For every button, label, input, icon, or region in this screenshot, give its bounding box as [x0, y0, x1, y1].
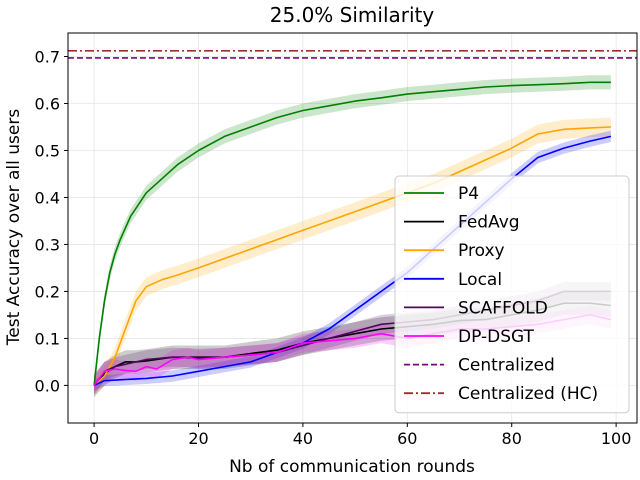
y-tick-label: 0.7: [35, 47, 60, 66]
x-tick-label: 0: [89, 429, 99, 448]
legend-label-scaffold: SCAFFOLD: [458, 298, 548, 318]
y-tick-label: 0.5: [35, 141, 60, 160]
y-tick-label: 0.2: [35, 282, 60, 301]
x-tick-label: 60: [397, 429, 417, 448]
series-line-local: [93, 135, 612, 387]
x-tick-label: 100: [601, 429, 632, 448]
y-axis-label: Test Accuracy over all users: [4, 109, 24, 347]
y-tick-label: 0.0: [35, 376, 60, 395]
y-tick-label: 0.3: [35, 235, 60, 254]
x-tick-label: 80: [502, 429, 522, 448]
x-tick-label: 20: [188, 429, 208, 448]
y-tick-label: 0.1: [35, 329, 60, 348]
legend-label-centralized: Centralized: [458, 356, 555, 376]
plot-frame: [67, 32, 638, 424]
legend-label-local: Local: [458, 270, 502, 290]
chart-title: 25.0% Similarity: [270, 3, 435, 27]
legend-label-p4: P4: [458, 184, 479, 204]
legend-label-proxy: Proxy: [458, 241, 505, 261]
legend-box: [394, 175, 630, 414]
reference-lines: [68, 50, 637, 59]
legend-label-fedavg: FedAvg: [458, 213, 520, 233]
y-axis-ticks: 0.0 0.1 0.2 0.3 0.4 0.5 0.6 0.7: [35, 47, 68, 395]
x-axis-label: Nb of communication rounds: [229, 457, 475, 477]
series-line-p4: [93, 81, 611, 386]
x-axis-ticks: 0 20 40 60 80 100: [89, 423, 631, 448]
y-tick-label: 0.4: [35, 188, 60, 207]
y-tick-label: 0.6: [35, 94, 60, 113]
x-tick-label: 40: [293, 429, 313, 448]
series-line-proxy: [93, 126, 611, 386]
legend: P4 FedAvg Proxy Local SCAFFOLD DP-DSGT Central…: [394, 175, 630, 414]
legend-label-centralized-hc: Centralized (HC): [458, 384, 598, 404]
legend-label-dp-dsgt: DP-DSGT: [458, 327, 535, 347]
